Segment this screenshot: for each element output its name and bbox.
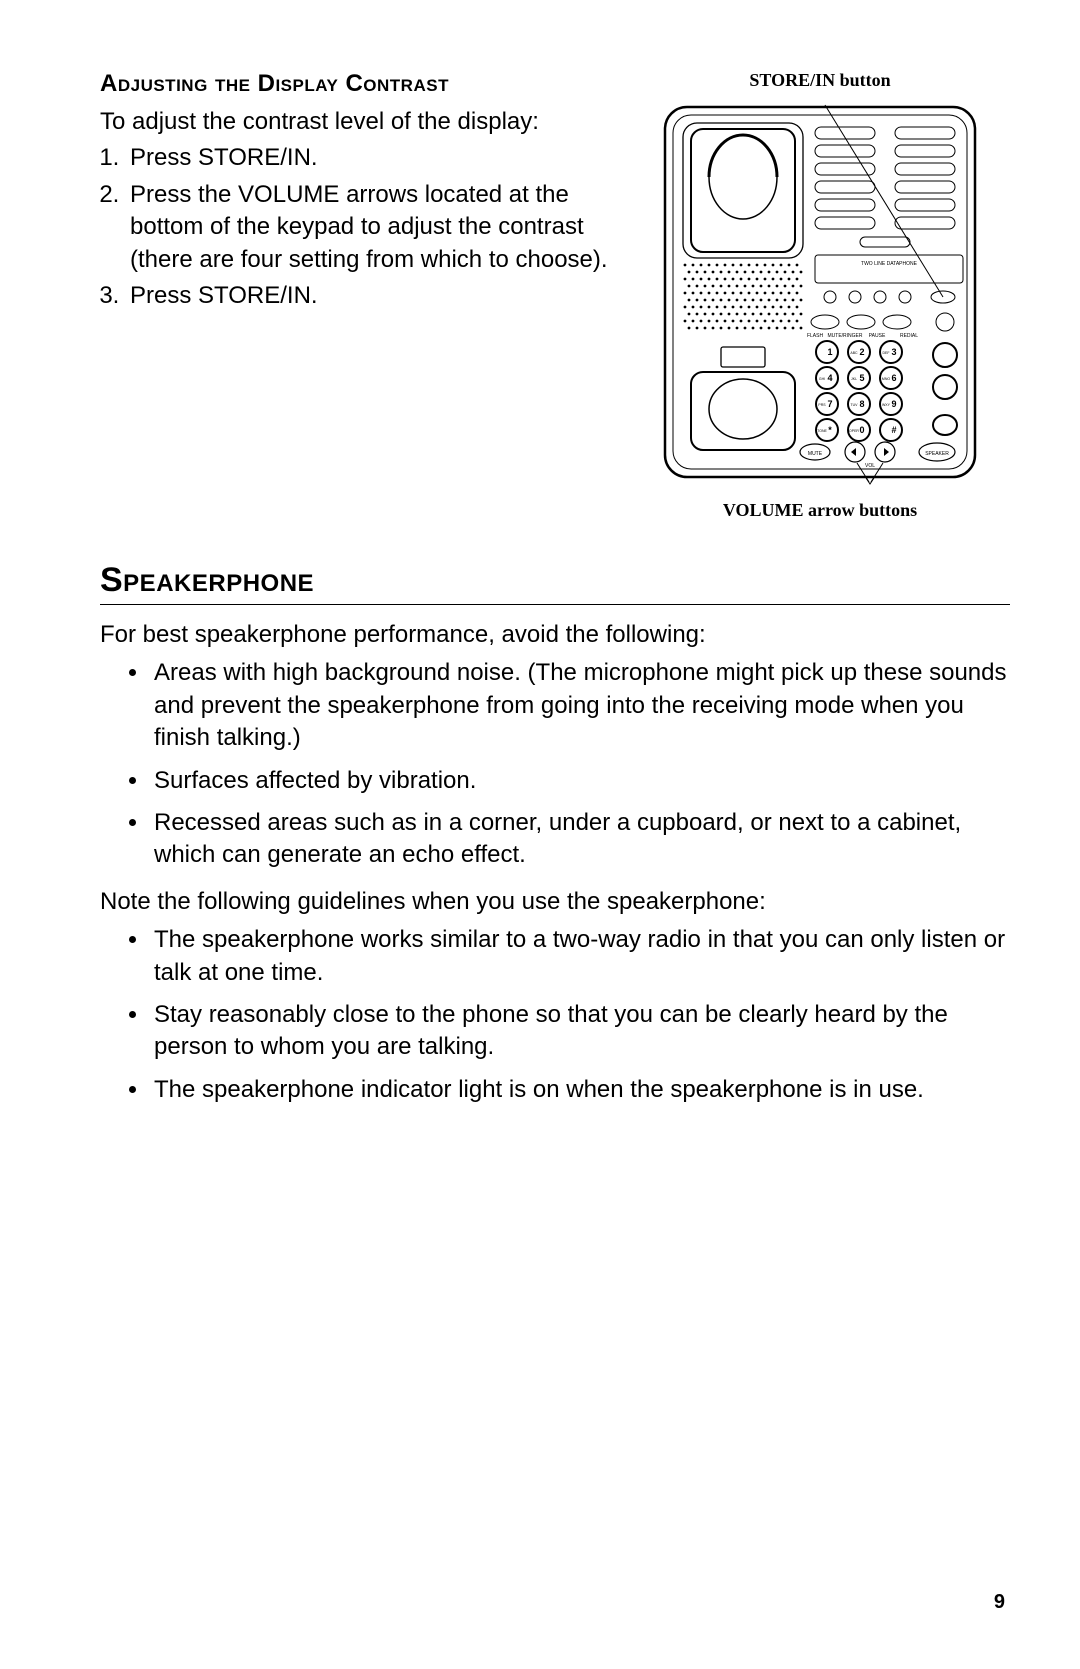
svg-text:7: 7 <box>827 399 832 409</box>
svg-text:PRS: PRS <box>818 403 826 407</box>
svg-text:SPEAKER: SPEAKER <box>925 451 949 457</box>
bullet-item: Stay reasonably close to the phone so th… <box>150 999 1010 1064</box>
section2-intro1: For best speakerphone performance, avoid… <box>100 619 1010 651</box>
svg-text:3: 3 <box>891 347 896 357</box>
section2-bullets1: Areas with high background noise. (The m… <box>100 657 1010 871</box>
svg-text:REDIAL: REDIAL <box>900 333 918 339</box>
section1-intro: To adjust the contrast level of the disp… <box>100 106 610 138</box>
section1-steps: Press STORE/IN. Press the VOLUME arrows … <box>100 142 610 312</box>
svg-text:MUTE/RINGER: MUTE/RINGER <box>828 333 863 339</box>
svg-text:1: 1 <box>827 347 832 357</box>
svg-text:TWO LINE DATAPHONE: TWO LINE DATAPHONE <box>861 261 918 267</box>
svg-text:6: 6 <box>891 373 896 383</box>
svg-text:ABC: ABC <box>850 351 858 355</box>
svg-text:2: 2 <box>859 347 864 357</box>
section2-intro2: Note the following guidelines when you u… <box>100 886 1010 918</box>
svg-text:0: 0 <box>859 425 864 435</box>
section1-heading: Adjusting the Display Contrast <box>100 70 610 98</box>
phone-diagram: TWO LINE DATAPHONE FLASH MUTE/RINGER <box>645 97 995 487</box>
svg-text:MUTE: MUTE <box>808 451 823 457</box>
svg-text:DEF: DEF <box>883 351 890 355</box>
section2-heading: Speakerphone <box>100 561 1010 605</box>
section2-bullets2: The speakerphone works similar to a two-… <box>100 924 1010 1106</box>
svg-text:8: 8 <box>859 399 864 409</box>
bullet-item: The speakerphone works similar to a two-… <box>150 924 1010 989</box>
svg-text:4: 4 <box>827 373 832 383</box>
step-item: Press STORE/IN. <box>126 142 610 174</box>
svg-text:5: 5 <box>859 373 864 383</box>
svg-text:WXY: WXY <box>882 403 891 407</box>
callout-store-in: STORE/IN button <box>630 70 1010 91</box>
svg-text:MNO: MNO <box>882 377 890 381</box>
svg-text:*: * <box>828 425 832 435</box>
bullet-item: Areas with high background noise. (The m… <box>150 657 1010 754</box>
svg-text:9: 9 <box>891 399 896 409</box>
page-number: 9 <box>994 1591 1005 1614</box>
bullet-item: Surfaces affected by vibration. <box>150 765 1010 797</box>
bullet-item: The speakerphone indicator light is on w… <box>150 1074 1010 1106</box>
svg-text:OPER: OPER <box>849 429 859 433</box>
bullet-item: Recessed areas such as in a corner, unde… <box>150 807 1010 872</box>
callout-volume-arrows: VOLUME arrow buttons <box>630 500 1010 521</box>
svg-text:GHI: GHI <box>819 377 825 381</box>
svg-text:TUV: TUV <box>851 403 859 407</box>
svg-text:#: # <box>891 425 896 435</box>
svg-text:PAUSE: PAUSE <box>869 333 886 339</box>
svg-text:JKL: JKL <box>851 377 857 381</box>
step-item: Press the VOLUME arrows located at the b… <box>126 179 610 276</box>
step-item: Press STORE/IN. <box>126 280 610 312</box>
svg-text:FLASH: FLASH <box>807 333 824 339</box>
svg-text:TONE: TONE <box>817 429 827 433</box>
svg-text:VOL: VOL <box>865 463 875 469</box>
